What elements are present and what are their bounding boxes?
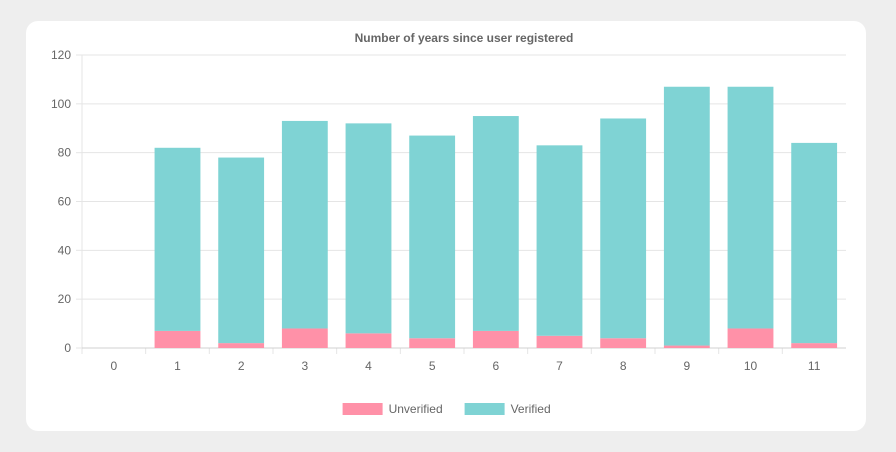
x-tick-label: 8 [620, 359, 627, 373]
legend-item-unverified[interactable]: Unverified [342, 402, 443, 416]
x-tick-label: 9 [683, 359, 690, 373]
bar-verified[interactable] [791, 142, 838, 344]
y-tick-label: 40 [58, 243, 72, 257]
bar-verified[interactable] [345, 123, 392, 334]
y-tick-label: 20 [58, 292, 72, 306]
legend-label: Unverified [389, 402, 443, 416]
x-tick-label: 5 [429, 359, 436, 373]
legend-swatch [342, 403, 383, 415]
stacked-bar-chart: Number of years since user registered 0 2… [51, 31, 846, 416]
bar-unverified[interactable] [536, 335, 583, 348]
bar-unverified[interactable] [409, 338, 456, 348]
bar-unverified[interactable] [345, 333, 392, 348]
x-tick-label: 6 [492, 359, 499, 373]
x-tick-label: 7 [556, 359, 563, 373]
bar-verified[interactable] [536, 145, 583, 336]
bar-verified[interactable] [409, 135, 456, 339]
bar-verified[interactable] [281, 120, 328, 329]
y-tick-label: 100 [51, 97, 71, 111]
x-tick-label: 11 [808, 359, 821, 373]
bar-verified[interactable] [218, 157, 265, 344]
bar-unverified[interactable] [218, 343, 265, 348]
legend-swatch [464, 403, 505, 415]
x-tick-label: 2 [238, 359, 245, 373]
legend-label: Verified [511, 402, 551, 416]
bar-verified[interactable] [663, 86, 710, 346]
bars [154, 86, 838, 348]
bar-unverified[interactable] [600, 338, 647, 348]
bar-unverified[interactable] [154, 330, 201, 348]
bar-unverified[interactable] [727, 328, 774, 348]
x-tick-label: 0 [110, 359, 117, 373]
chart-card: Number of years since user registered 0 2… [26, 21, 866, 431]
bar-unverified[interactable] [791, 343, 838, 348]
bar-verified[interactable] [154, 147, 201, 331]
x-tick-label: 4 [365, 359, 372, 373]
grid-lines [82, 54, 846, 349]
y-tick-label: 80 [58, 146, 72, 160]
bar-unverified[interactable] [663, 345, 710, 348]
x-tick-label: 10 [744, 359, 758, 373]
bar-verified[interactable] [727, 86, 774, 329]
y-axis: 0 20 40 60 80 100 120 [51, 48, 83, 355]
x-tick-label: 1 [174, 359, 181, 373]
x-axis: 0 1 2 3 4 5 6 7 8 9 10 11 [81, 347, 846, 373]
legend: Unverified Verified [342, 402, 551, 416]
legend-item-verified[interactable]: Verified [464, 402, 551, 416]
y-tick-label: 120 [51, 48, 71, 62]
bar-unverified[interactable] [281, 328, 328, 348]
chart-title: Number of years since user registered [355, 31, 574, 45]
bar-verified[interactable] [600, 118, 647, 339]
bar-unverified[interactable] [472, 330, 519, 348]
y-tick-label: 60 [58, 195, 72, 209]
x-tick-label: 3 [301, 359, 308, 373]
y-tick-label: 0 [64, 341, 71, 355]
bar-verified[interactable] [472, 116, 519, 331]
